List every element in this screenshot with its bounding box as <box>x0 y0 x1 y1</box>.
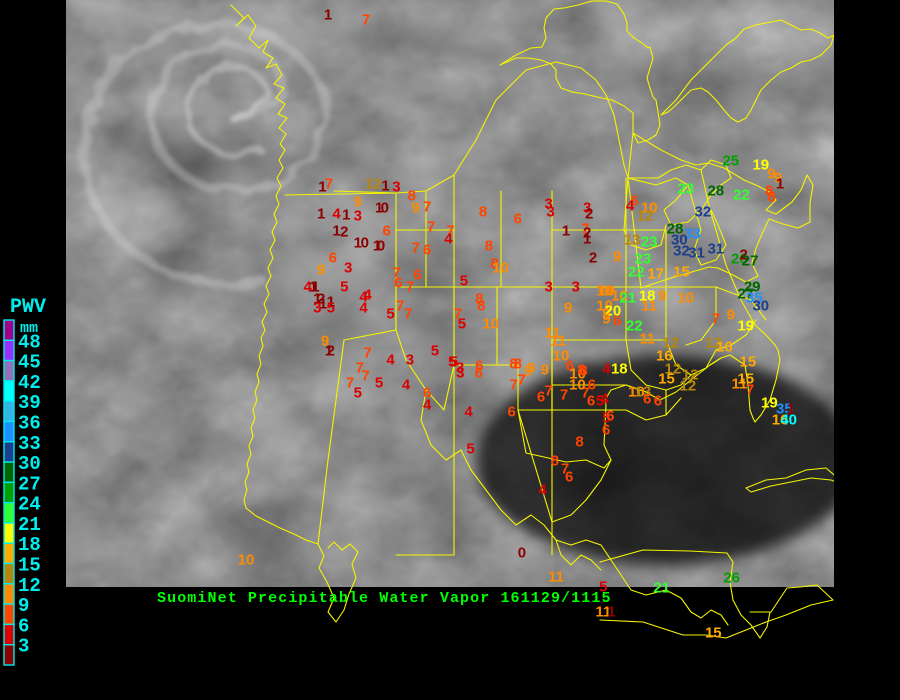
svg-text:42: 42 <box>18 372 41 394</box>
svg-text:3: 3 <box>18 636 29 658</box>
svg-text:21: 21 <box>18 514 41 536</box>
svg-text:45: 45 <box>18 352 41 374</box>
svg-text:39: 39 <box>18 392 41 414</box>
svg-text:18: 18 <box>18 534 41 556</box>
svg-text:12: 12 <box>18 575 41 597</box>
svg-text:6: 6 <box>18 615 29 637</box>
svg-text:27: 27 <box>18 473 41 495</box>
svg-text:33: 33 <box>18 433 41 455</box>
svg-text:15: 15 <box>18 555 41 577</box>
svg-text:24: 24 <box>18 494 41 516</box>
svg-text:30: 30 <box>18 453 41 475</box>
svg-text:9: 9 <box>18 595 29 617</box>
svg-text:PWV: PWV <box>10 296 46 319</box>
svg-text:48: 48 <box>18 331 41 353</box>
svg-text:36: 36 <box>18 412 41 434</box>
